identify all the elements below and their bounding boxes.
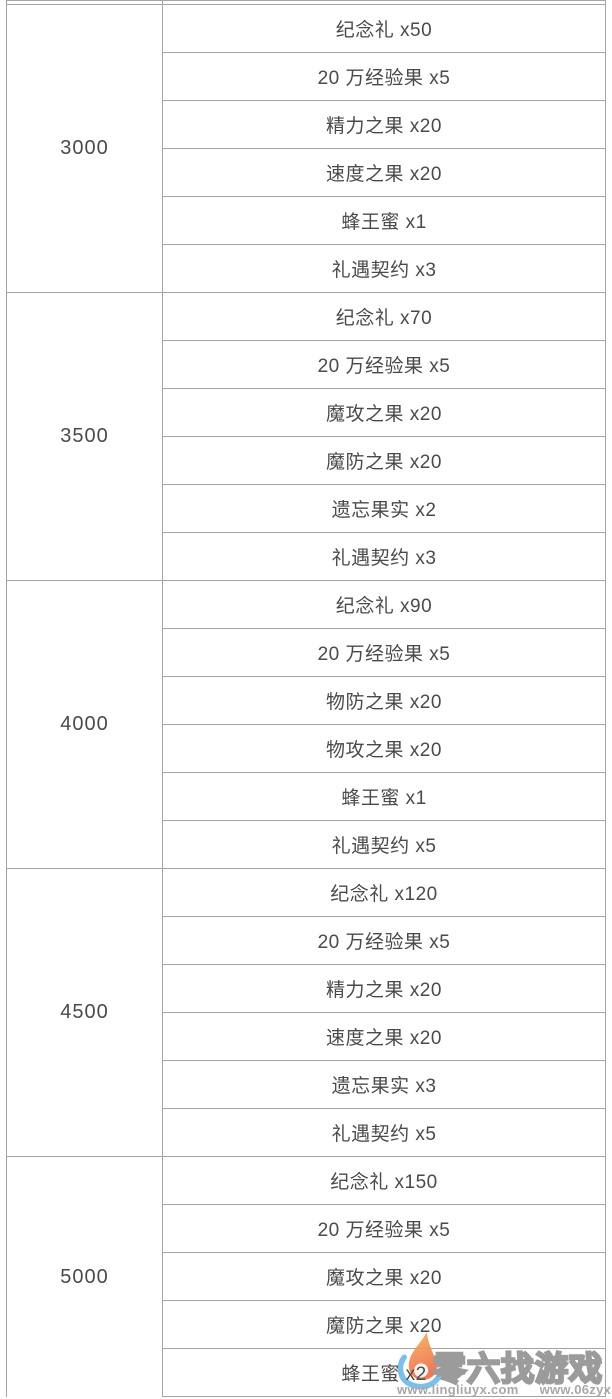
reward-row: 物攻之果 x20 bbox=[163, 725, 605, 773]
reward-label: 速度之果 x20 bbox=[326, 1028, 442, 1049]
reward-row: 20 万经验果 x5 bbox=[163, 53, 605, 101]
rewards-table: 3000 纪念礼 x50 20 万经验果 x5 精力之果 x20 速度之果 x2… bbox=[6, 0, 606, 1397]
table-top-partial-row bbox=[7, 0, 605, 5]
reward-row: 速度之果 x20 bbox=[163, 1013, 605, 1061]
reward-label: 纪念礼 x90 bbox=[335, 596, 433, 617]
reward-label: 精力之果 x20 bbox=[326, 116, 442, 137]
reward-label: 蜂王蜜 x1 bbox=[341, 788, 427, 809]
reward-label: 魔攻之果 x20 bbox=[326, 404, 442, 425]
reward-label: 20 万经验果 x5 bbox=[317, 68, 451, 89]
reward-row: 蜂王蜜 x1 bbox=[163, 197, 605, 245]
reward-row: 20 万经验果 x5 bbox=[163, 1205, 605, 1253]
points-tier-section: 3000 纪念礼 x50 20 万经验果 x5 精力之果 x20 速度之果 x2… bbox=[7, 5, 605, 293]
reward-label: 礼遇契约 x5 bbox=[331, 836, 437, 857]
points-threshold-value: 4000 bbox=[60, 713, 109, 735]
reward-label: 魔攻之果 x20 bbox=[326, 1268, 442, 1289]
reward-label: 蜂王蜜 x2 bbox=[341, 1364, 427, 1385]
reward-row: 速度之果 x20 bbox=[163, 149, 605, 197]
reward-row: 蜂王蜜 x1 bbox=[163, 773, 605, 821]
reward-row: 礼遇契约 x3 bbox=[163, 245, 605, 292]
reward-label: 魔防之果 x20 bbox=[326, 1316, 442, 1337]
reward-label: 精力之果 x20 bbox=[326, 980, 442, 1001]
reward-label: 纪念礼 x120 bbox=[330, 884, 438, 905]
reward-row: 纪念礼 x150 bbox=[163, 1157, 605, 1205]
reward-label: 20 万经验果 x5 bbox=[317, 356, 451, 377]
reward-label: 礼遇契约 x3 bbox=[331, 548, 437, 569]
reward-label: 20 万经验果 x5 bbox=[317, 1220, 451, 1241]
reward-label: 物攻之果 x20 bbox=[326, 740, 442, 761]
reward-row: 遗忘果实 x3 bbox=[163, 1061, 605, 1109]
points-threshold-value: 4500 bbox=[60, 1001, 109, 1023]
reward-label: 遗忘果实 x2 bbox=[331, 500, 437, 521]
reward-row: 纪念礼 x70 bbox=[163, 293, 605, 341]
reward-label: 纪念礼 x150 bbox=[330, 1172, 438, 1193]
reward-label: 20 万经验果 x5 bbox=[317, 932, 451, 953]
reward-label: 物防之果 x20 bbox=[326, 692, 442, 713]
reward-label: 礼遇契约 x3 bbox=[331, 260, 437, 281]
points-threshold-cell: 5000 bbox=[7, 1157, 163, 1397]
points-threshold-cell: 3000 bbox=[7, 5, 163, 292]
reward-row: 20 万经验果 x5 bbox=[163, 629, 605, 677]
reward-label: 魔防之果 x20 bbox=[326, 452, 442, 473]
reward-label: 速度之果 x20 bbox=[326, 164, 442, 185]
points-tier-section: 4000 纪念礼 x90 20 万经验果 x5 物防之果 x20 物攻之果 x2… bbox=[7, 581, 605, 869]
points-threshold-value: 3500 bbox=[60, 425, 109, 447]
rewards-list: 纪念礼 x90 20 万经验果 x5 物防之果 x20 物攻之果 x20 蜂王蜜… bbox=[163, 581, 605, 868]
reward-row: 蜂王蜜 x2 bbox=[163, 1349, 605, 1397]
reward-row: 遗忘果实 x2 bbox=[163, 485, 605, 533]
reward-row: 纪念礼 x120 bbox=[163, 869, 605, 917]
reward-row: 魔防之果 x20 bbox=[163, 437, 605, 485]
points-tier-section: 5000 纪念礼 x150 20 万经验果 x5 魔攻之果 x20 魔防之果 x… bbox=[7, 1157, 605, 1397]
reward-row: 20 万经验果 x5 bbox=[163, 917, 605, 965]
table-sections: 3000 纪念礼 x50 20 万经验果 x5 精力之果 x20 速度之果 x2… bbox=[7, 5, 605, 1397]
reward-label: 20 万经验果 x5 bbox=[317, 644, 451, 665]
rewards-list: 纪念礼 x50 20 万经验果 x5 精力之果 x20 速度之果 x20 蜂王蜜… bbox=[163, 5, 605, 292]
points-threshold-cell: 4000 bbox=[7, 581, 163, 868]
reward-row: 精力之果 x20 bbox=[163, 965, 605, 1013]
rewards-list: 纪念礼 x70 20 万经验果 x5 魔攻之果 x20 魔防之果 x20 遗忘果… bbox=[163, 293, 605, 580]
points-tier-section: 4500 纪念礼 x120 20 万经验果 x5 精力之果 x20 速度之果 x… bbox=[7, 869, 605, 1157]
reward-row: 精力之果 x20 bbox=[163, 101, 605, 149]
rewards-list: 纪念礼 x120 20 万经验果 x5 精力之果 x20 速度之果 x20 遗忘… bbox=[163, 869, 605, 1156]
reward-label: 蜂王蜜 x1 bbox=[341, 212, 427, 233]
reward-row: 魔攻之果 x20 bbox=[163, 1253, 605, 1301]
reward-row: 纪念礼 x50 bbox=[163, 5, 605, 53]
reward-row: 礼遇契约 x5 bbox=[163, 1109, 605, 1156]
reward-label: 纪念礼 x50 bbox=[335, 20, 433, 41]
points-tier-section: 3500 纪念礼 x70 20 万经验果 x5 魔攻之果 x20 魔防之果 x2… bbox=[7, 293, 605, 581]
reward-row: 礼遇契约 x5 bbox=[163, 821, 605, 868]
points-threshold-value: 3000 bbox=[60, 137, 109, 159]
reward-row: 礼遇契约 x3 bbox=[163, 533, 605, 580]
points-threshold-value: 5000 bbox=[60, 1265, 109, 1288]
reward-row: 20 万经验果 x5 bbox=[163, 341, 605, 389]
reward-row: 纪念礼 x90 bbox=[163, 581, 605, 629]
reward-row: 魔攻之果 x20 bbox=[163, 389, 605, 437]
reward-label: 礼遇契约 x5 bbox=[331, 1124, 437, 1145]
reward-row: 物防之果 x20 bbox=[163, 677, 605, 725]
reward-row: 魔防之果 x20 bbox=[163, 1301, 605, 1349]
points-threshold-cell: 3500 bbox=[7, 293, 163, 580]
points-threshold-cell: 4500 bbox=[7, 869, 163, 1156]
rewards-list: 纪念礼 x150 20 万经验果 x5 魔攻之果 x20 魔防之果 x20 蜂王… bbox=[163, 1157, 605, 1397]
reward-label: 纪念礼 x70 bbox=[335, 308, 433, 329]
reward-label: 遗忘果实 x3 bbox=[331, 1076, 437, 1097]
